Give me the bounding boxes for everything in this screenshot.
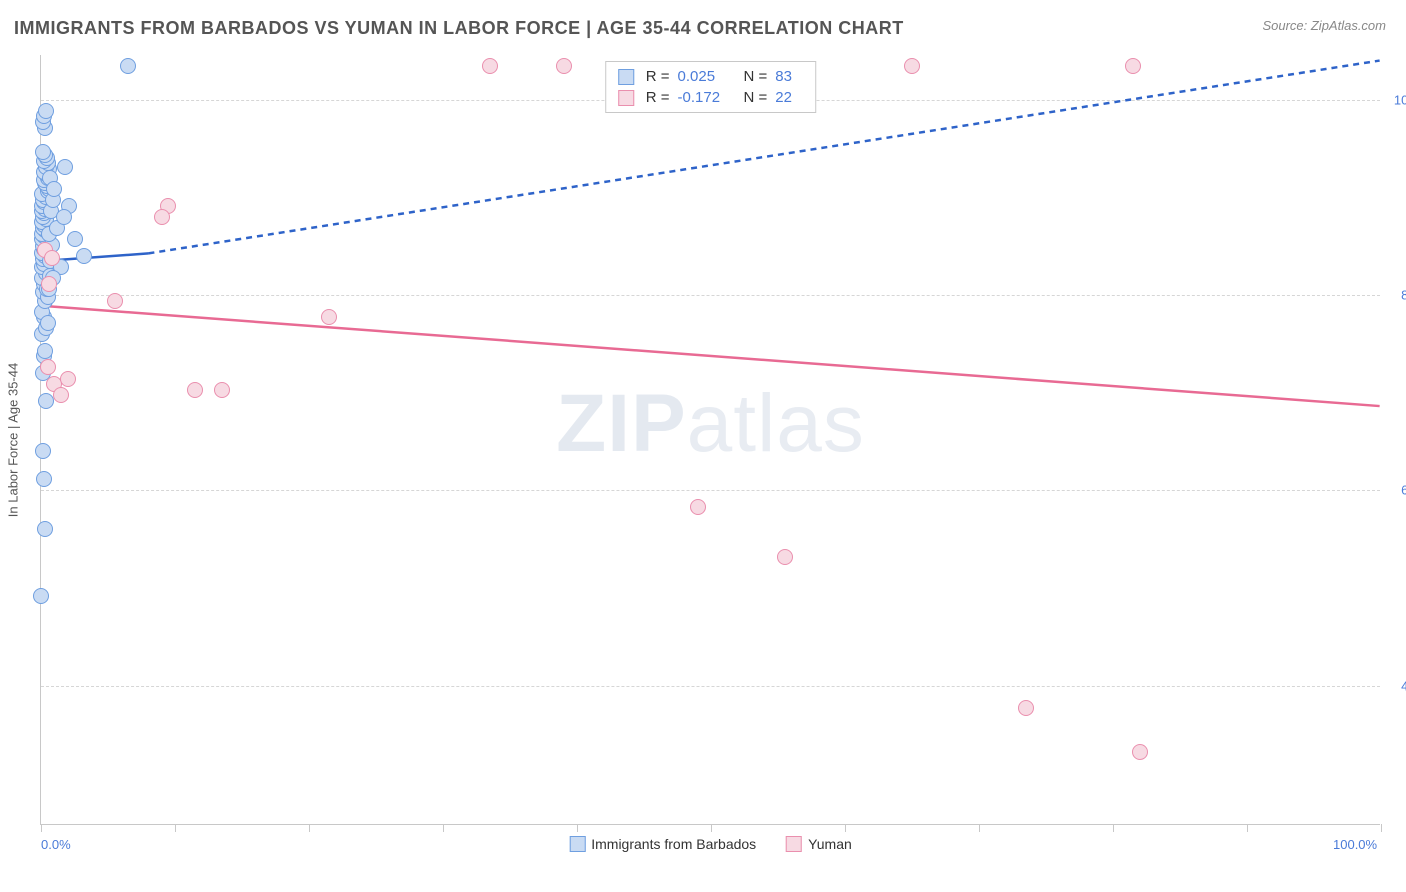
data-point-barbados xyxy=(36,471,52,487)
y-tick-label: 65.0% xyxy=(1401,483,1406,498)
data-point-yuman xyxy=(1018,700,1034,716)
x-tick xyxy=(309,824,310,832)
x-tick xyxy=(175,824,176,832)
gridline xyxy=(41,490,1380,491)
data-point-yuman xyxy=(690,499,706,515)
data-point-yuman xyxy=(214,382,230,398)
data-point-barbados xyxy=(56,209,72,225)
data-point-barbados xyxy=(38,393,54,409)
legend-item-yuman: Yuman xyxy=(786,836,852,852)
legend-swatch-barbados xyxy=(618,69,634,85)
data-point-barbados xyxy=(40,315,56,331)
x-tick xyxy=(1113,824,1114,832)
chart-plot-area: ZIPatlas 47.5%65.0%82.5%100.0% 0.0%100.0… xyxy=(40,55,1380,825)
data-point-yuman xyxy=(53,387,69,403)
source-attribution: Source: ZipAtlas.com xyxy=(1262,18,1386,33)
data-point-barbados xyxy=(38,103,54,119)
n-value-yuman: 22 xyxy=(775,89,803,106)
x-tick xyxy=(1381,824,1382,832)
data-point-yuman xyxy=(107,293,123,309)
gridline xyxy=(41,295,1380,296)
x-tick xyxy=(41,824,42,832)
data-point-barbados xyxy=(76,248,92,264)
y-tick-label: 47.5% xyxy=(1401,678,1406,693)
trend-lines xyxy=(41,55,1380,824)
data-point-yuman xyxy=(40,359,56,375)
x-tick xyxy=(443,824,444,832)
x-tick xyxy=(979,824,980,832)
legend-item-barbados: Immigrants from Barbados xyxy=(569,836,756,852)
legend-swatch-yuman xyxy=(618,90,634,106)
data-point-barbados xyxy=(35,144,51,160)
correlation-legend: R = 0.025 N = 83 R = -0.172 N = 22 xyxy=(605,61,817,113)
legend-swatch-yuman-icon xyxy=(786,836,802,852)
data-point-barbados xyxy=(67,231,83,247)
y-tick-label: 82.5% xyxy=(1401,287,1406,302)
y-tick-label: 100.0% xyxy=(1394,92,1406,107)
data-point-yuman xyxy=(44,250,60,266)
x-tick xyxy=(845,824,846,832)
data-point-yuman xyxy=(556,58,572,74)
r-value-yuman: -0.172 xyxy=(678,89,732,106)
data-point-yuman xyxy=(777,549,793,565)
data-point-yuman xyxy=(187,382,203,398)
series-legend: Immigrants from Barbados Yuman xyxy=(569,836,852,852)
data-point-barbados xyxy=(120,58,136,74)
data-point-yuman xyxy=(321,309,337,325)
data-point-barbados xyxy=(37,343,53,359)
y-axis-label: In Labor Force | Age 35-44 xyxy=(6,362,21,516)
data-point-yuman xyxy=(154,209,170,225)
data-point-barbados xyxy=(37,521,53,537)
data-point-yuman xyxy=(904,58,920,74)
legend-row-barbados: R = 0.025 N = 83 xyxy=(618,66,804,87)
data-point-barbados xyxy=(35,443,51,459)
x-tick xyxy=(577,824,578,832)
watermark: ZIPatlas xyxy=(556,377,865,471)
data-point-barbados xyxy=(57,159,73,175)
x-tick xyxy=(1247,824,1248,832)
x-tick-label: 0.0% xyxy=(41,837,71,852)
data-point-yuman xyxy=(60,371,76,387)
chart-title: IMMIGRANTS FROM BARBADOS VS YUMAN IN LAB… xyxy=(14,18,904,39)
legend-row-yuman: R = -0.172 N = 22 xyxy=(618,87,804,108)
x-tick xyxy=(711,824,712,832)
r-value-barbados: 0.025 xyxy=(678,68,732,85)
legend-swatch-barbados-icon xyxy=(569,836,585,852)
data-point-barbados xyxy=(33,588,49,604)
data-point-yuman xyxy=(482,58,498,74)
data-point-yuman xyxy=(1132,744,1148,760)
x-tick-label: 100.0% xyxy=(1333,837,1377,852)
n-value-barbados: 83 xyxy=(775,68,803,85)
data-point-yuman xyxy=(1125,58,1141,74)
gridline xyxy=(41,686,1380,687)
data-point-barbados xyxy=(46,181,62,197)
data-point-yuman xyxy=(41,276,57,292)
